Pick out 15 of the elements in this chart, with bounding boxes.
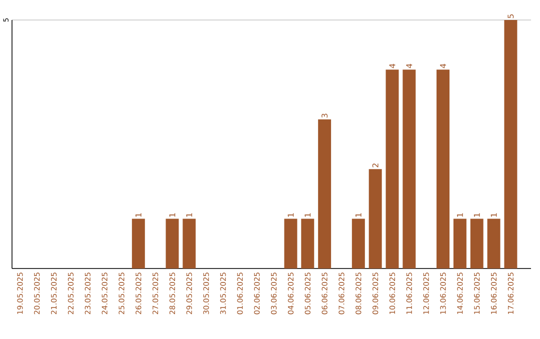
bar	[436, 69, 450, 268]
bar	[386, 69, 399, 268]
bar	[470, 218, 484, 268]
bar	[284, 218, 298, 268]
bar	[402, 69, 416, 268]
bar	[318, 119, 332, 268]
bar	[132, 218, 145, 268]
bar	[368, 168, 382, 268]
bar	[487, 218, 500, 268]
bar	[301, 218, 314, 268]
bar	[453, 218, 466, 268]
bar	[352, 218, 365, 268]
bar	[504, 20, 518, 268]
bar	[182, 218, 196, 268]
bar	[166, 218, 179, 268]
